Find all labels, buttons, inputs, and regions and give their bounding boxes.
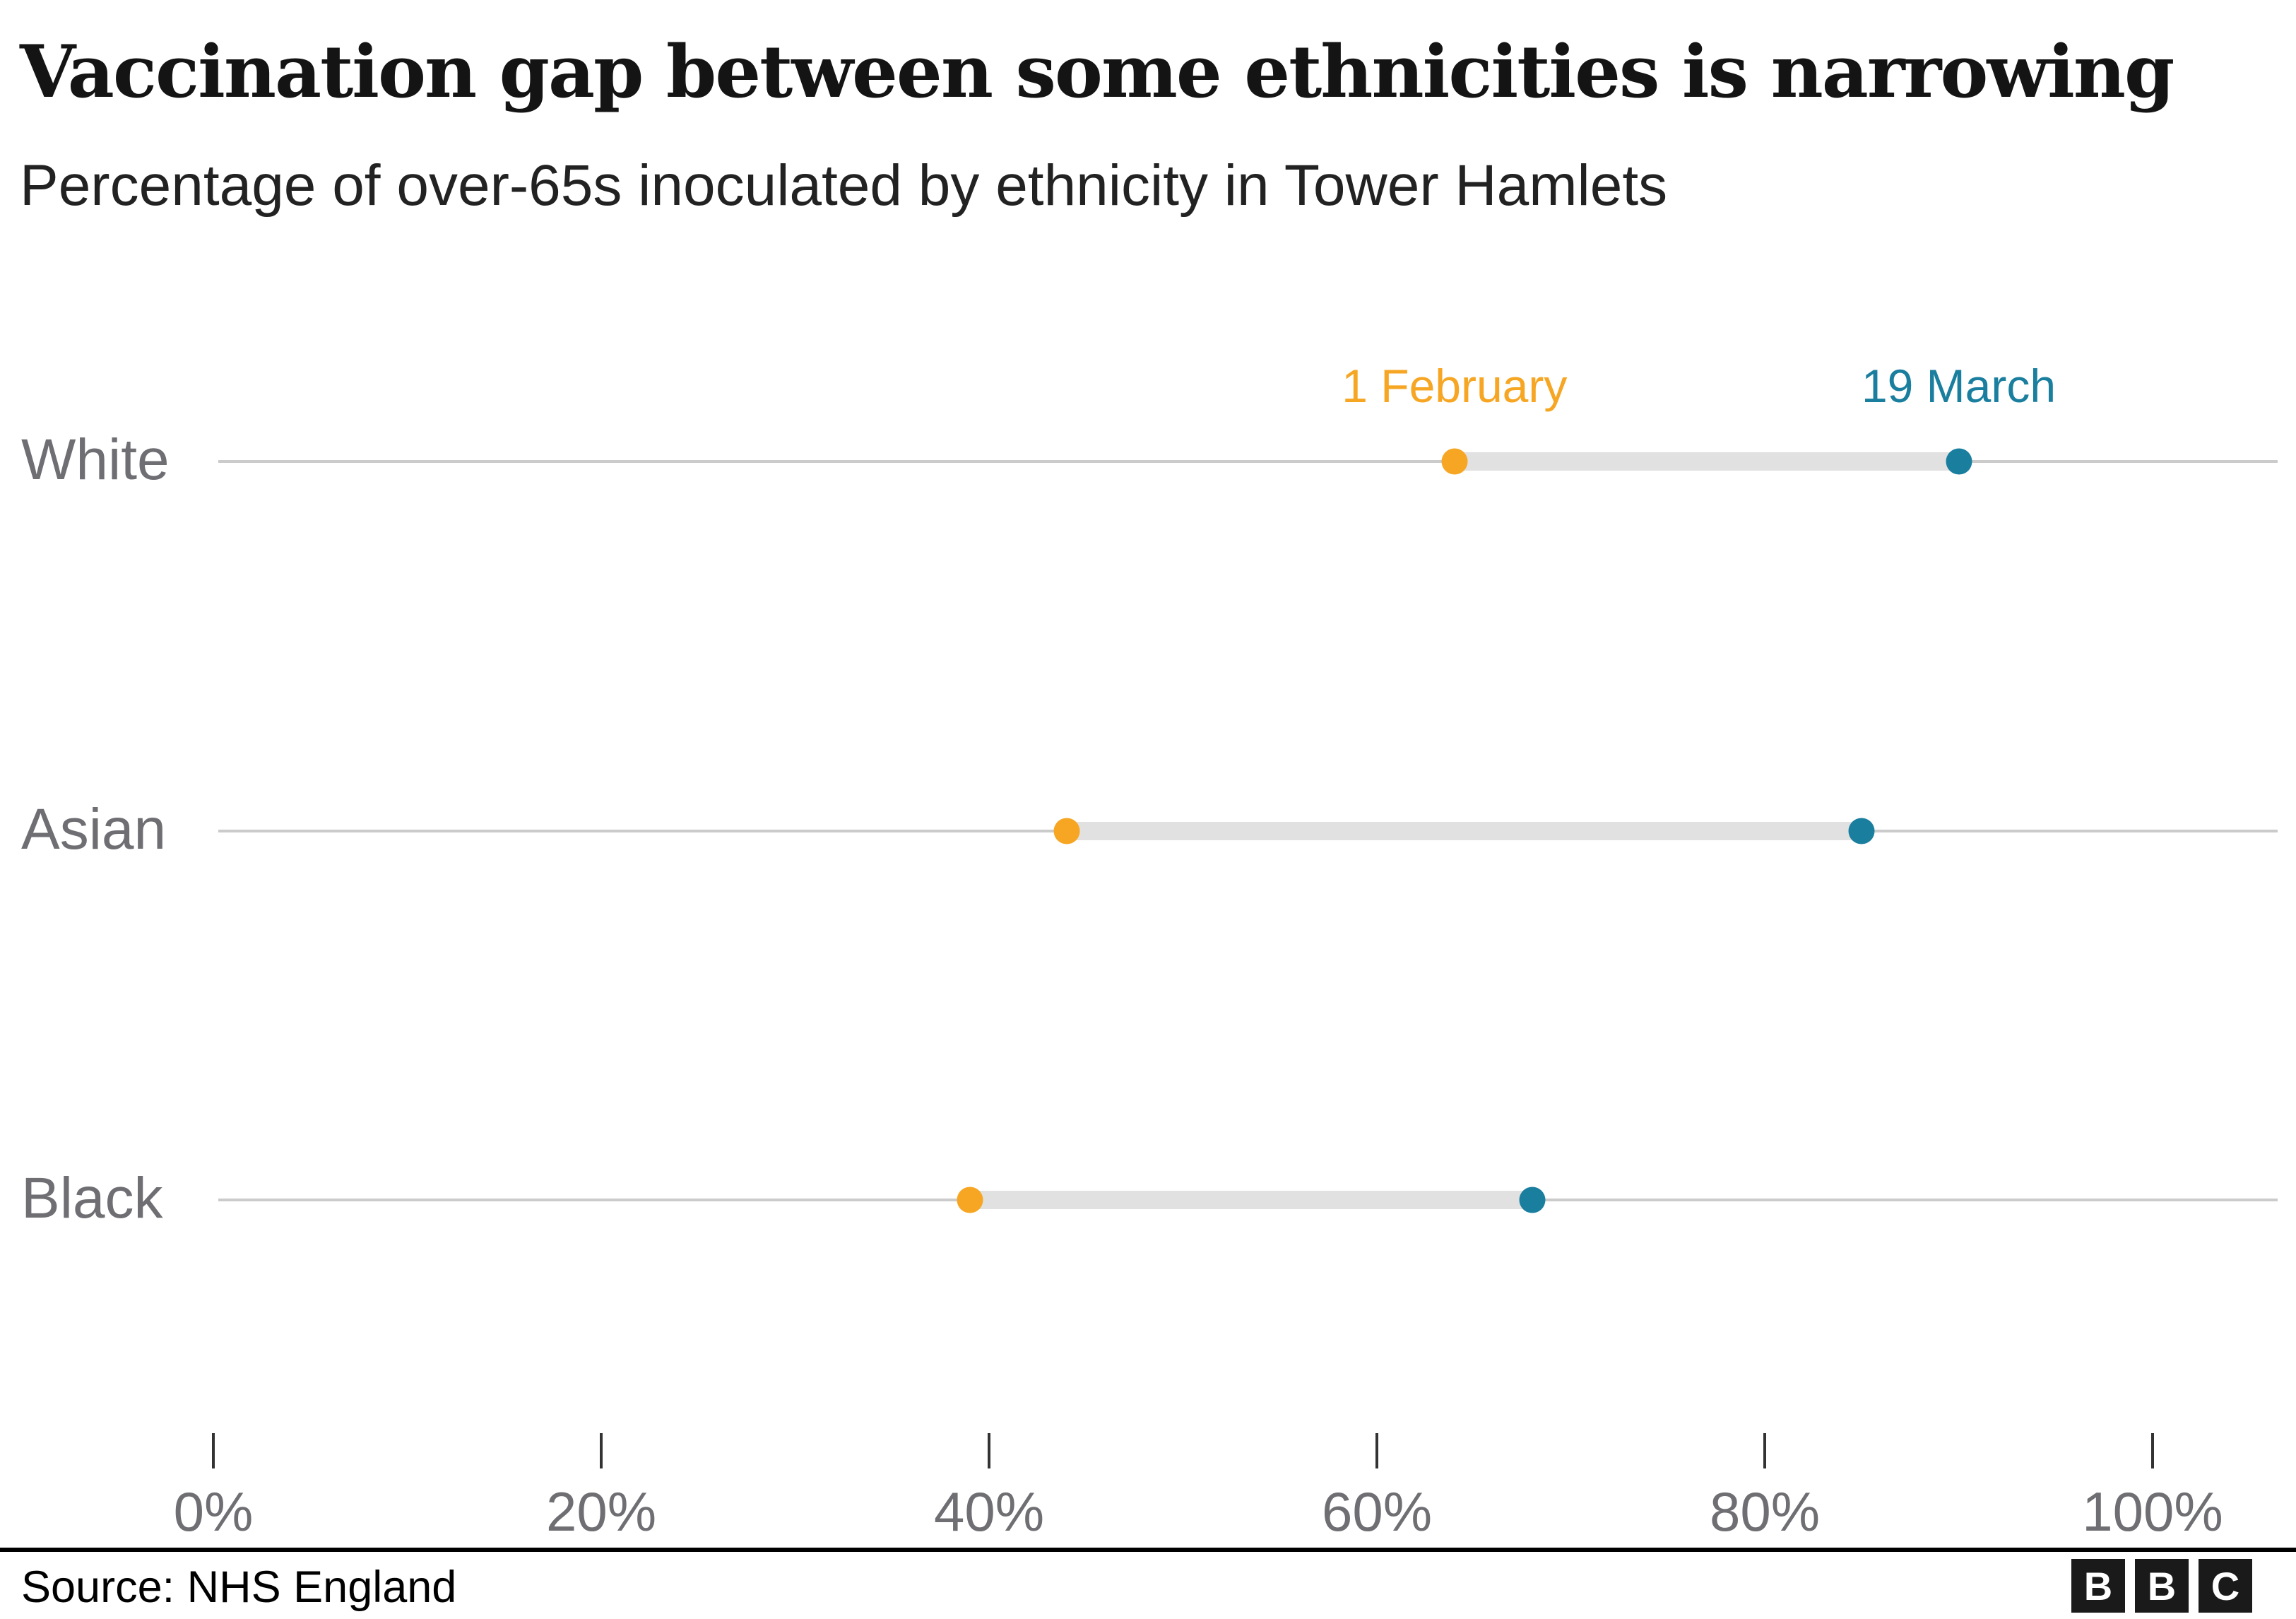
axis-tick-0 [212,1433,215,1468]
bbc-logo-letter-2: B [2135,1559,2189,1613]
axis-tick-60 [1375,1433,1378,1468]
axis-tick-label-60: 60% [1321,1480,1433,1543]
bbc-logo-letter-3: C [2199,1559,2252,1613]
legend-label-1-february: 1 February [1342,360,1568,412]
source-text: Source: NHS England [21,1562,457,1612]
dumbbell-band-black [969,1191,1532,1209]
bbc-logo-letter-1: B [2071,1559,2125,1613]
axis-tick-80 [1763,1433,1766,1468]
axis-tick-100 [2151,1433,2154,1468]
row-label-white: White [21,428,170,493]
dumbbell-band-white [1454,452,1959,471]
dot-1-february-black [957,1187,983,1213]
dot-1-february-asian [1053,818,1080,844]
legend-label-19-march: 19 March [1861,360,2057,412]
axis-tick-40 [988,1433,990,1468]
dot-19-march-asian [1848,818,1875,844]
dot-1-february-white [1441,448,1468,475]
dot-19-march-white [1946,448,1972,475]
axis-tick-20 [600,1433,603,1468]
dumbbell-band-asian [1066,822,1862,840]
axis-tick-label-20: 20% [545,1480,657,1543]
axis-tick-label-40: 40% [933,1480,1045,1543]
row-label-asian: Asian [21,797,167,862]
axis-tick-label-0: 0% [173,1480,254,1543]
axis-tick-label-100: 100% [2082,1480,2223,1543]
chart-title: Vaccination gap between some ethnicities… [20,30,2174,114]
footer-divider [0,1548,2296,1552]
row-label-black: Black [21,1166,163,1231]
chart-subtitle: Percentage of over-65s inoculated by eth… [20,153,1668,218]
axis-tick-label-80: 80% [1709,1480,1821,1543]
row-line-white [218,460,2278,463]
dot-19-march-black [1519,1187,1546,1213]
